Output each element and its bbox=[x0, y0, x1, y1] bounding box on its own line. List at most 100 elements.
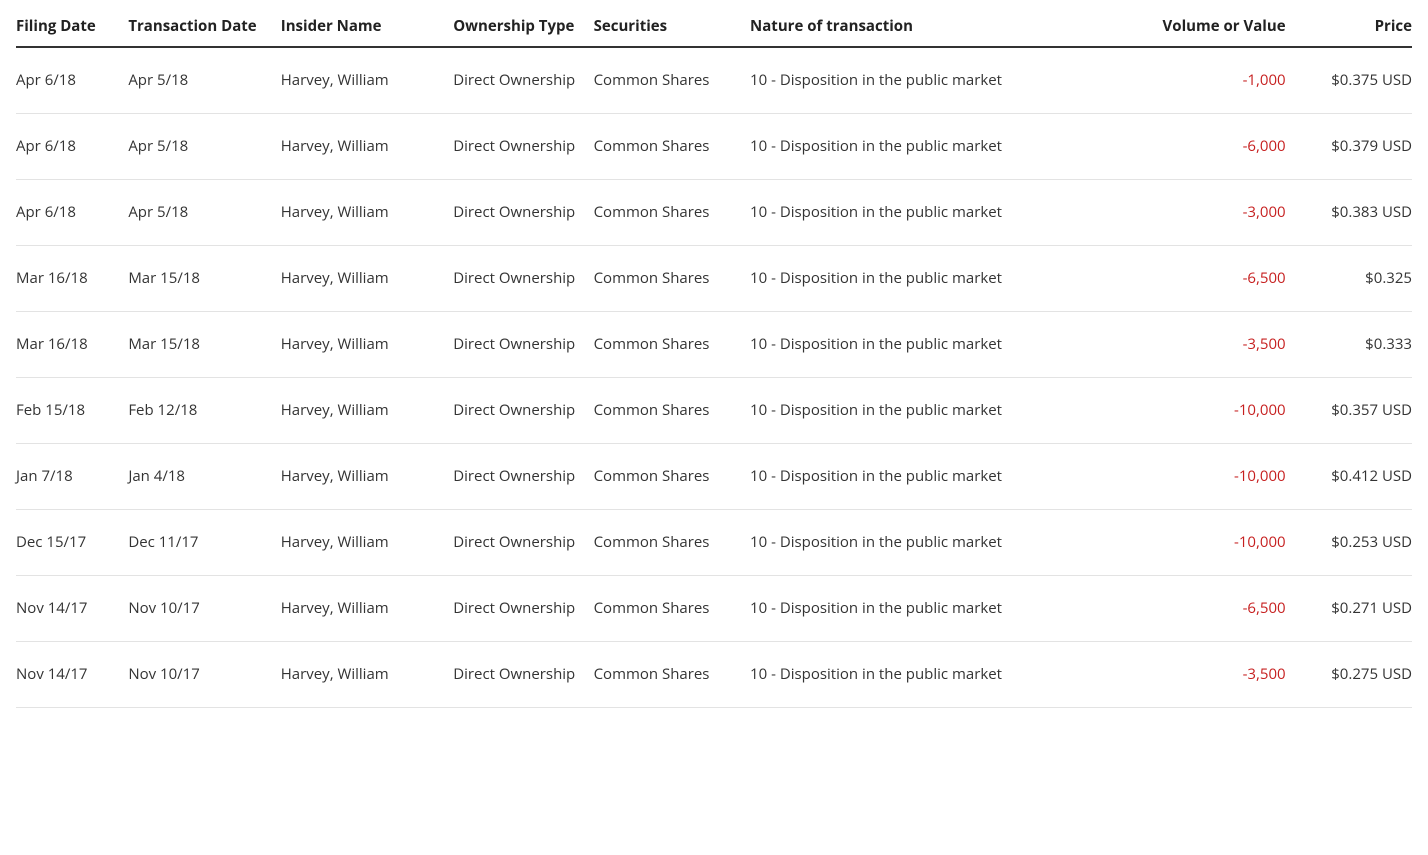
col-header-nature[interactable]: Nature of transaction bbox=[750, 8, 1131, 47]
cell-volume: -10,000 bbox=[1131, 378, 1303, 444]
cell-securities: Common Shares bbox=[594, 246, 750, 312]
cell-securities: Common Shares bbox=[594, 312, 750, 378]
cell-filing-date: Apr 6/18 bbox=[16, 47, 128, 114]
cell-filing-date: Feb 15/18 bbox=[16, 378, 128, 444]
cell-ownership-type: Direct Ownership bbox=[453, 378, 593, 444]
cell-volume: -10,000 bbox=[1131, 444, 1303, 510]
cell-price: $0.383 USD bbox=[1304, 180, 1412, 246]
cell-filing-date: Mar 16/18 bbox=[16, 312, 128, 378]
cell-price: $0.333 bbox=[1304, 312, 1412, 378]
table-row: Apr 6/18Apr 5/18Harvey, WilliamDirect Ow… bbox=[16, 114, 1412, 180]
cell-transaction-date: Feb 12/18 bbox=[128, 378, 280, 444]
table-row: Nov 14/17Nov 10/17Harvey, WilliamDirect … bbox=[16, 642, 1412, 708]
table-header: Filing Date Transaction Date Insider Nam… bbox=[16, 8, 1412, 47]
cell-insider-name: Harvey, William bbox=[281, 378, 453, 444]
cell-securities: Common Shares bbox=[594, 576, 750, 642]
cell-volume: -1,000 bbox=[1131, 47, 1303, 114]
cell-insider-name: Harvey, William bbox=[281, 576, 453, 642]
cell-securities: Common Shares bbox=[594, 510, 750, 576]
cell-price: $0.379 USD bbox=[1304, 114, 1412, 180]
cell-volume: -6,500 bbox=[1131, 576, 1303, 642]
cell-nature: 10 - Disposition in the public market bbox=[750, 180, 1131, 246]
insider-transactions-table: Filing Date Transaction Date Insider Nam… bbox=[16, 8, 1412, 708]
cell-price: $0.375 USD bbox=[1304, 47, 1412, 114]
cell-ownership-type: Direct Ownership bbox=[453, 47, 593, 114]
cell-transaction-date: Apr 5/18 bbox=[128, 180, 280, 246]
cell-volume: -3,500 bbox=[1131, 312, 1303, 378]
cell-volume: -10,000 bbox=[1131, 510, 1303, 576]
cell-price: $0.325 bbox=[1304, 246, 1412, 312]
cell-transaction-date: Jan 4/18 bbox=[128, 444, 280, 510]
cell-insider-name: Harvey, William bbox=[281, 180, 453, 246]
cell-filing-date: Nov 14/17 bbox=[16, 576, 128, 642]
col-header-ownership-type[interactable]: Ownership Type bbox=[453, 8, 593, 47]
cell-ownership-type: Direct Ownership bbox=[453, 444, 593, 510]
cell-insider-name: Harvey, William bbox=[281, 114, 453, 180]
cell-nature: 10 - Disposition in the public market bbox=[750, 576, 1131, 642]
cell-volume: -3,000 bbox=[1131, 180, 1303, 246]
cell-price: $0.357 USD bbox=[1304, 378, 1412, 444]
cell-price: $0.412 USD bbox=[1304, 444, 1412, 510]
cell-price: $0.275 USD bbox=[1304, 642, 1412, 708]
table-row: Jan 7/18Jan 4/18Harvey, WilliamDirect Ow… bbox=[16, 444, 1412, 510]
cell-ownership-type: Direct Ownership bbox=[453, 246, 593, 312]
cell-nature: 10 - Disposition in the public market bbox=[750, 47, 1131, 114]
cell-securities: Common Shares bbox=[594, 180, 750, 246]
cell-filing-date: Jan 7/18 bbox=[16, 444, 128, 510]
cell-insider-name: Harvey, William bbox=[281, 312, 453, 378]
col-header-transaction-date[interactable]: Transaction Date bbox=[128, 8, 280, 47]
cell-transaction-date: Nov 10/17 bbox=[128, 642, 280, 708]
table-row: Dec 15/17Dec 11/17Harvey, WilliamDirect … bbox=[16, 510, 1412, 576]
cell-insider-name: Harvey, William bbox=[281, 444, 453, 510]
table-row: Mar 16/18Mar 15/18Harvey, WilliamDirect … bbox=[16, 246, 1412, 312]
cell-filing-date: Apr 6/18 bbox=[16, 114, 128, 180]
table-row: Nov 14/17Nov 10/17Harvey, WilliamDirect … bbox=[16, 576, 1412, 642]
cell-volume: -6,000 bbox=[1131, 114, 1303, 180]
cell-nature: 10 - Disposition in the public market bbox=[750, 444, 1131, 510]
cell-nature: 10 - Disposition in the public market bbox=[750, 378, 1131, 444]
cell-ownership-type: Direct Ownership bbox=[453, 576, 593, 642]
cell-transaction-date: Apr 5/18 bbox=[128, 114, 280, 180]
cell-transaction-date: Mar 15/18 bbox=[128, 246, 280, 312]
cell-ownership-type: Direct Ownership bbox=[453, 312, 593, 378]
col-header-securities[interactable]: Securities bbox=[594, 8, 750, 47]
cell-nature: 10 - Disposition in the public market bbox=[750, 312, 1131, 378]
cell-insider-name: Harvey, William bbox=[281, 246, 453, 312]
cell-ownership-type: Direct Ownership bbox=[453, 114, 593, 180]
cell-price: $0.253 USD bbox=[1304, 510, 1412, 576]
table-row: Apr 6/18Apr 5/18Harvey, WilliamDirect Ow… bbox=[16, 180, 1412, 246]
cell-nature: 10 - Disposition in the public market bbox=[750, 510, 1131, 576]
cell-securities: Common Shares bbox=[594, 642, 750, 708]
col-header-volume[interactable]: Volume or Value bbox=[1131, 8, 1303, 47]
cell-nature: 10 - Disposition in the public market bbox=[750, 642, 1131, 708]
cell-securities: Common Shares bbox=[594, 114, 750, 180]
header-row: Filing Date Transaction Date Insider Nam… bbox=[16, 8, 1412, 47]
cell-filing-date: Apr 6/18 bbox=[16, 180, 128, 246]
col-header-filing-date[interactable]: Filing Date bbox=[16, 8, 128, 47]
table-row: Mar 16/18Mar 15/18Harvey, WilliamDirect … bbox=[16, 312, 1412, 378]
cell-transaction-date: Apr 5/18 bbox=[128, 47, 280, 114]
cell-ownership-type: Direct Ownership bbox=[453, 180, 593, 246]
cell-nature: 10 - Disposition in the public market bbox=[750, 114, 1131, 180]
cell-volume: -3,500 bbox=[1131, 642, 1303, 708]
cell-transaction-date: Dec 11/17 bbox=[128, 510, 280, 576]
col-header-price[interactable]: Price bbox=[1304, 8, 1412, 47]
cell-transaction-date: Mar 15/18 bbox=[128, 312, 280, 378]
cell-transaction-date: Nov 10/17 bbox=[128, 576, 280, 642]
cell-securities: Common Shares bbox=[594, 47, 750, 114]
cell-securities: Common Shares bbox=[594, 378, 750, 444]
table-row: Apr 6/18Apr 5/18Harvey, WilliamDirect Ow… bbox=[16, 47, 1412, 114]
cell-insider-name: Harvey, William bbox=[281, 642, 453, 708]
table-row: Feb 15/18Feb 12/18Harvey, WilliamDirect … bbox=[16, 378, 1412, 444]
cell-ownership-type: Direct Ownership bbox=[453, 510, 593, 576]
cell-nature: 10 - Disposition in the public market bbox=[750, 246, 1131, 312]
col-header-insider-name[interactable]: Insider Name bbox=[281, 8, 453, 47]
cell-filing-date: Mar 16/18 bbox=[16, 246, 128, 312]
cell-insider-name: Harvey, William bbox=[281, 47, 453, 114]
cell-filing-date: Dec 15/17 bbox=[16, 510, 128, 576]
cell-securities: Common Shares bbox=[594, 444, 750, 510]
cell-price: $0.271 USD bbox=[1304, 576, 1412, 642]
cell-filing-date: Nov 14/17 bbox=[16, 642, 128, 708]
cell-insider-name: Harvey, William bbox=[281, 510, 453, 576]
table-body: Apr 6/18Apr 5/18Harvey, WilliamDirect Ow… bbox=[16, 47, 1412, 708]
